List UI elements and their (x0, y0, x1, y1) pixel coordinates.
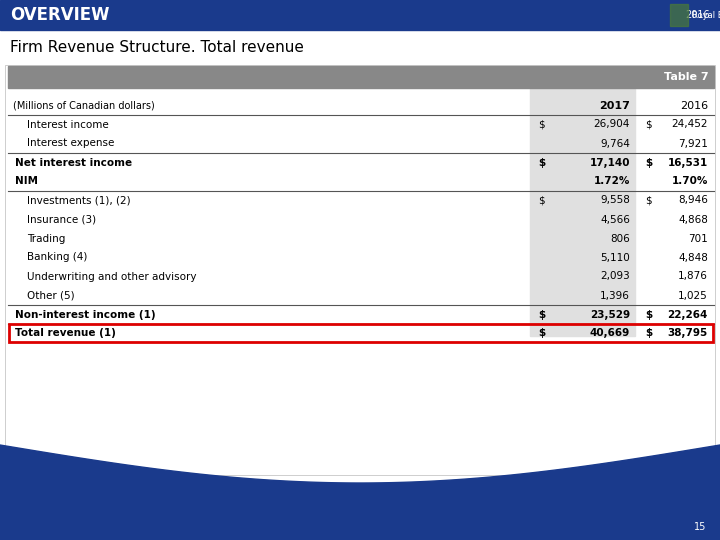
Text: 23,529: 23,529 (590, 309, 630, 320)
Text: $: $ (645, 309, 652, 320)
Text: 24,452: 24,452 (672, 119, 708, 130)
Text: Interest income: Interest income (27, 119, 109, 130)
Text: Total revenue (1): Total revenue (1) (15, 328, 116, 339)
Text: $: $ (645, 195, 652, 206)
Text: Banking (4): Banking (4) (27, 253, 87, 262)
Text: 4,868: 4,868 (678, 214, 708, 225)
Text: Royal Bank: Royal Bank (692, 10, 720, 19)
Text: Net interest income: Net interest income (15, 158, 132, 167)
Text: 1.70%: 1.70% (672, 177, 708, 186)
Text: 5,110: 5,110 (600, 253, 630, 262)
Text: 17,140: 17,140 (590, 158, 630, 167)
Bar (8, 66, 714, 88)
Text: 4,848: 4,848 (678, 253, 708, 262)
Bar (530, 88, 635, 336)
Text: $: $ (645, 328, 652, 339)
Text: 1,025: 1,025 (678, 291, 708, 300)
Text: 38,795: 38,795 (667, 328, 708, 339)
Text: $: $ (645, 119, 652, 130)
Text: Other (5): Other (5) (27, 291, 75, 300)
Text: $: $ (538, 158, 545, 167)
Text: Table 7: Table 7 (665, 72, 709, 82)
Text: $: $ (645, 158, 652, 167)
Text: 16,531: 16,531 (667, 158, 708, 167)
Text: 22,264: 22,264 (667, 309, 708, 320)
Text: 2,093: 2,093 (600, 272, 630, 281)
Text: Firm Revenue Structure. Total revenue: Firm Revenue Structure. Total revenue (10, 39, 304, 55)
Text: 40,669: 40,669 (590, 328, 630, 339)
Text: Trading: Trading (27, 233, 66, 244)
Text: 9,764: 9,764 (600, 138, 630, 149)
Text: (Millions of Canadian dollars): (Millions of Canadian dollars) (13, 101, 155, 111)
Bar (0, 0, 720, 30)
Text: $: $ (538, 119, 544, 130)
Text: 2017: 2017 (599, 101, 630, 111)
Text: 7,921: 7,921 (678, 138, 708, 149)
Text: 8,946: 8,946 (678, 195, 708, 206)
Text: 2016: 2016 (680, 101, 708, 111)
Text: Underwriting and other advisory: Underwriting and other advisory (27, 272, 197, 281)
Text: NIM: NIM (15, 177, 38, 186)
Text: Investments (1), (2): Investments (1), (2) (27, 195, 130, 206)
Bar (670, 4, 688, 26)
Text: OVERVIEW: OVERVIEW (10, 6, 109, 24)
Text: 2016: 2016 (685, 10, 710, 20)
Text: 26,904: 26,904 (593, 119, 630, 130)
Text: $: $ (538, 195, 544, 206)
Text: Interest expense: Interest expense (27, 138, 114, 149)
Text: Non-interest income (1): Non-interest income (1) (15, 309, 156, 320)
Text: 15: 15 (693, 522, 706, 532)
Text: 1.72%: 1.72% (593, 177, 630, 186)
Text: Insurance (3): Insurance (3) (27, 214, 96, 225)
Text: 806: 806 (611, 233, 630, 244)
Text: 9,558: 9,558 (600, 195, 630, 206)
Text: $: $ (538, 309, 545, 320)
Text: 4,566: 4,566 (600, 214, 630, 225)
Text: 701: 701 (688, 233, 708, 244)
Text: 1,396: 1,396 (600, 291, 630, 300)
Text: $: $ (538, 328, 545, 339)
Bar (9, 324, 713, 342)
Bar (5, 65, 715, 475)
Text: 1,876: 1,876 (678, 272, 708, 281)
